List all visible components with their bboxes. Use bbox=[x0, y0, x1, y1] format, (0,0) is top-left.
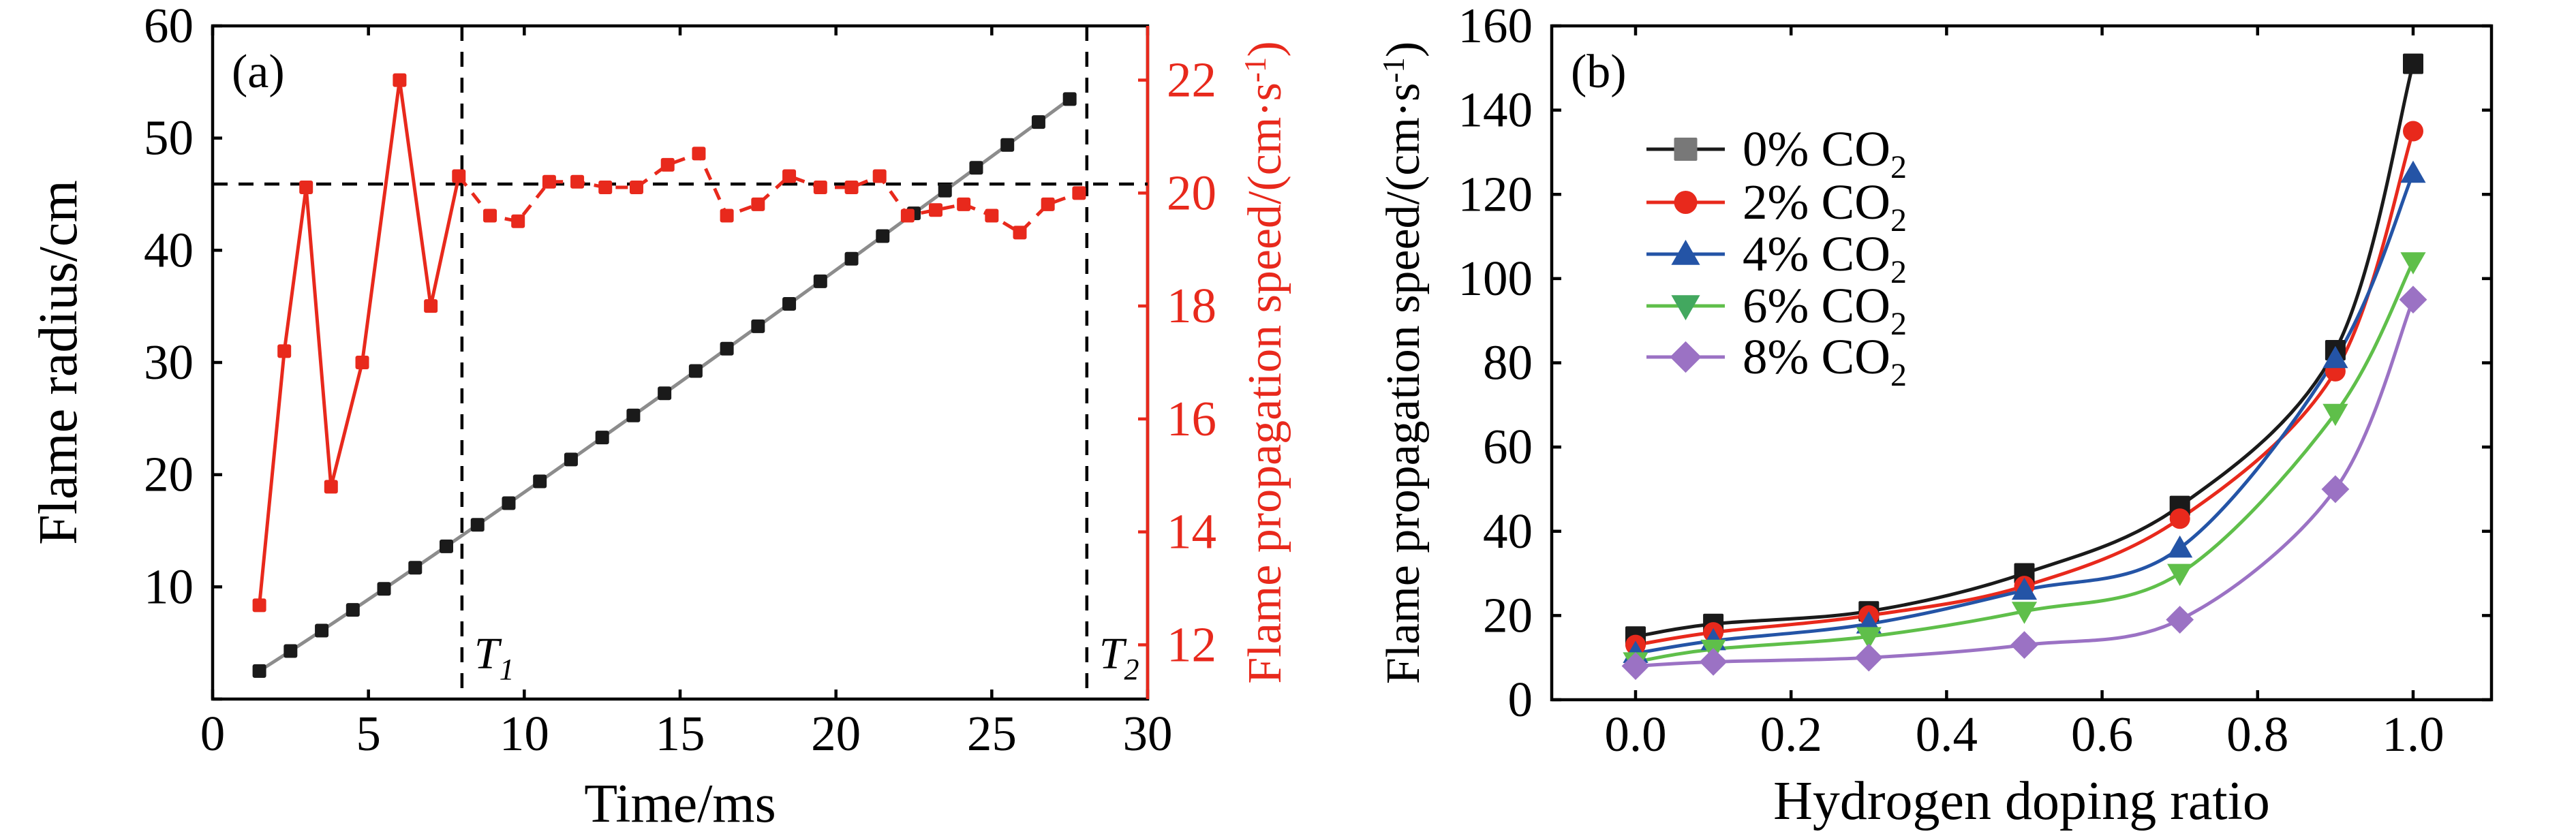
svg-text:10: 10 bbox=[500, 706, 549, 761]
svg-text:0.6: 0.6 bbox=[2071, 707, 2133, 762]
svg-text:30: 30 bbox=[1123, 706, 1173, 761]
svg-text:5: 5 bbox=[356, 706, 381, 761]
svg-text:Flame radius/cm: Flame radius/cm bbox=[29, 180, 89, 544]
svg-text:8% CO2: 8% CO2 bbox=[1743, 329, 1907, 393]
svg-text:Flame propagation speed/(cm·s-: Flame propagation speed/(cm·s-1) bbox=[1238, 41, 1291, 683]
svg-text:160: 160 bbox=[1458, 0, 1533, 53]
svg-text:60: 60 bbox=[1483, 419, 1533, 474]
svg-text:Time/ms: Time/ms bbox=[584, 774, 776, 833]
svg-text:50: 50 bbox=[144, 110, 194, 166]
svg-text:0.8: 0.8 bbox=[2226, 707, 2288, 762]
svg-text:Hydrogen doping ratio: Hydrogen doping ratio bbox=[1773, 771, 2270, 831]
svg-text:(b): (b) bbox=[1571, 46, 1627, 98]
svg-text:15: 15 bbox=[656, 706, 705, 761]
svg-text:40: 40 bbox=[144, 222, 194, 277]
svg-text:140: 140 bbox=[1458, 82, 1533, 138]
svg-text:40: 40 bbox=[1483, 504, 1533, 559]
svg-text:14: 14 bbox=[1167, 504, 1216, 559]
svg-text:12: 12 bbox=[1167, 617, 1216, 672]
svg-text:16: 16 bbox=[1167, 391, 1216, 446]
svg-text:30: 30 bbox=[144, 335, 194, 390]
svg-text:22: 22 bbox=[1167, 52, 1216, 108]
svg-text:25: 25 bbox=[967, 706, 1017, 761]
svg-text:(a): (a) bbox=[232, 46, 285, 98]
svg-text:0.4: 0.4 bbox=[1916, 707, 1978, 762]
svg-text:0.0: 0.0 bbox=[1604, 707, 1666, 762]
svg-text:120: 120 bbox=[1458, 166, 1533, 221]
svg-text:1.0: 1.0 bbox=[2382, 707, 2444, 762]
svg-text:20: 20 bbox=[1483, 587, 1533, 643]
svg-text:Flame propagation speed/(cm·s-: Flame propagation speed/(cm·s-1) bbox=[1377, 42, 1430, 684]
svg-text:60: 60 bbox=[144, 0, 194, 53]
svg-text:10: 10 bbox=[144, 559, 194, 614]
svg-text:0.2: 0.2 bbox=[1760, 707, 1822, 762]
svg-text:20: 20 bbox=[144, 447, 194, 502]
svg-text:20: 20 bbox=[1167, 165, 1216, 220]
svg-text:0: 0 bbox=[200, 706, 226, 761]
svg-text:18: 18 bbox=[1167, 278, 1216, 333]
svg-text:0: 0 bbox=[1508, 672, 1533, 727]
svg-text:20: 20 bbox=[811, 706, 861, 761]
svg-text:80: 80 bbox=[1483, 335, 1533, 390]
svg-text:100: 100 bbox=[1458, 251, 1533, 306]
